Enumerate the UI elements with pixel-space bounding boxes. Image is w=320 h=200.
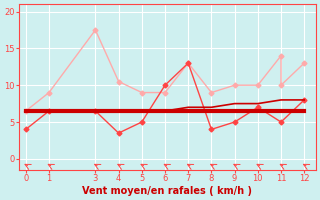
X-axis label: Vent moyen/en rafales ( km/h ): Vent moyen/en rafales ( km/h ) (82, 186, 252, 196)
